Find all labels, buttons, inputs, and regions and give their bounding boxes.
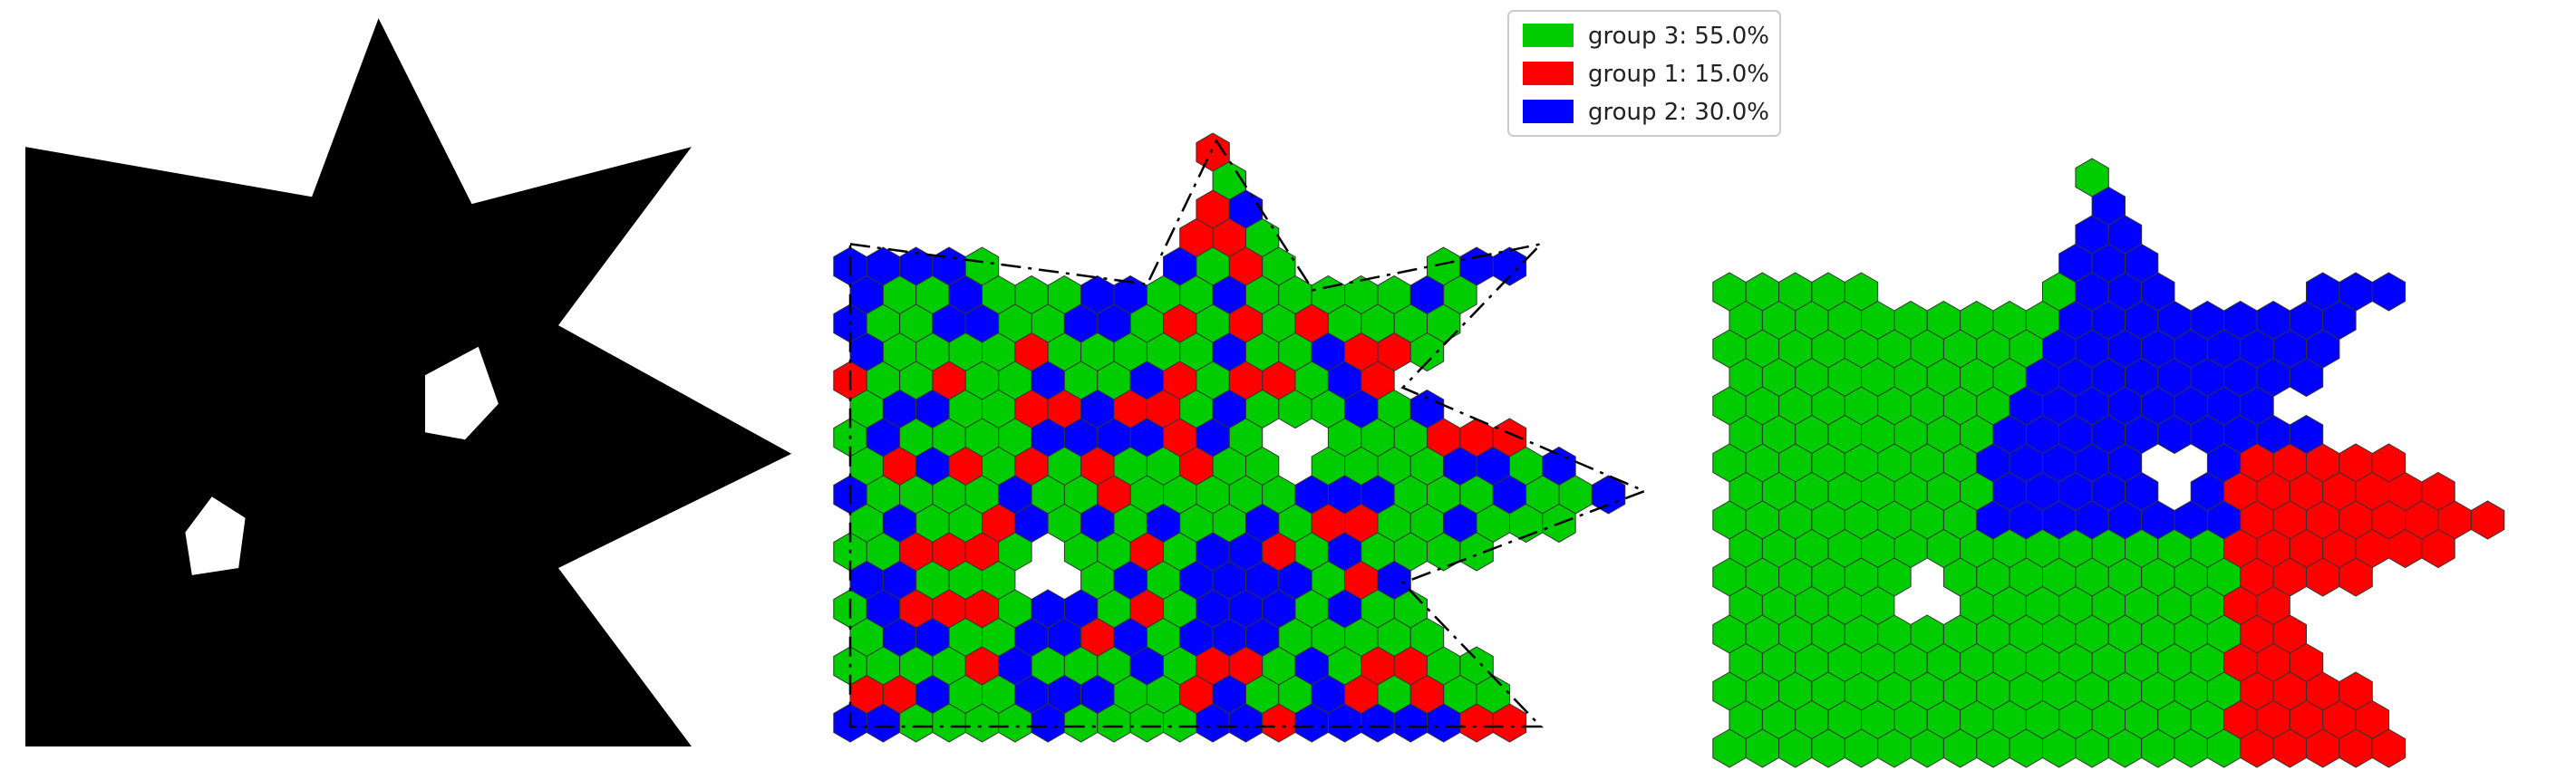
clustered-hex	[2470, 500, 2505, 540]
random-hex	[1591, 475, 1626, 515]
random-hex	[1459, 532, 1494, 572]
shape-mask-panel	[25, 18, 792, 746]
random-assignment-panel	[833, 132, 1648, 743]
random-hex	[1409, 332, 1445, 372]
legend-label-group-3: group 3: 55.0%	[1588, 23, 1769, 50]
legend-label-group-1: group 1: 15.0%	[1588, 61, 1769, 88]
random-hex	[1492, 703, 1527, 743]
star-mask-shape	[25, 18, 792, 746]
legend-label-group-2: group 2: 30.0%	[1588, 99, 1769, 126]
clustered-hex	[2289, 357, 2324, 398]
legend-swatch-group-3	[1523, 24, 1574, 47]
clustered-hex	[2421, 528, 2455, 569]
shape-outline-dashed	[848, 138, 1648, 728]
clustered-hex	[2339, 557, 2373, 597]
legend-swatch-group-1	[1523, 62, 1574, 85]
legend-box	[1507, 10, 1781, 137]
random-hex	[1492, 246, 1527, 286]
random-hex-grid	[833, 132, 1626, 743]
legend-swatch-group-2	[1523, 100, 1574, 123]
legend: group 3: 55.0% group 1: 15.0% group 2: 3…	[1507, 10, 1781, 137]
clustered-hex	[2371, 272, 2407, 312]
clustered-assignment-panel	[1712, 158, 2505, 768]
clustered-hex-grid	[1712, 158, 2505, 768]
clustered-hex	[2371, 728, 2407, 768]
